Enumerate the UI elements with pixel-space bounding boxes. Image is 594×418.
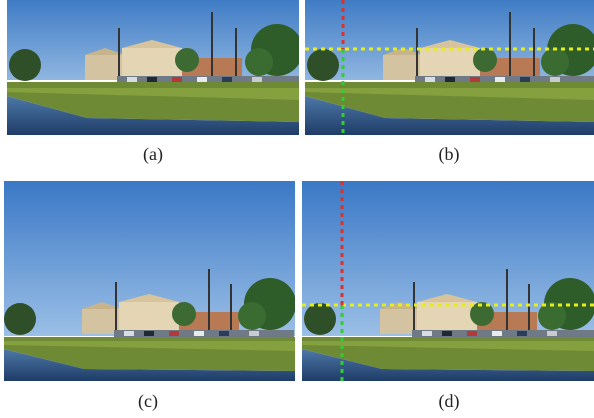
- panel-b-image: [305, 0, 594, 135]
- panel-c-image: [4, 181, 295, 381]
- caption-d: (d): [438, 391, 460, 411]
- panel-d-image: [302, 181, 594, 381]
- panel-a-image: [7, 0, 299, 135]
- caption-c: (c): [138, 391, 158, 411]
- caption-b: (b): [438, 144, 460, 164]
- caption-a: (a): [143, 144, 163, 164]
